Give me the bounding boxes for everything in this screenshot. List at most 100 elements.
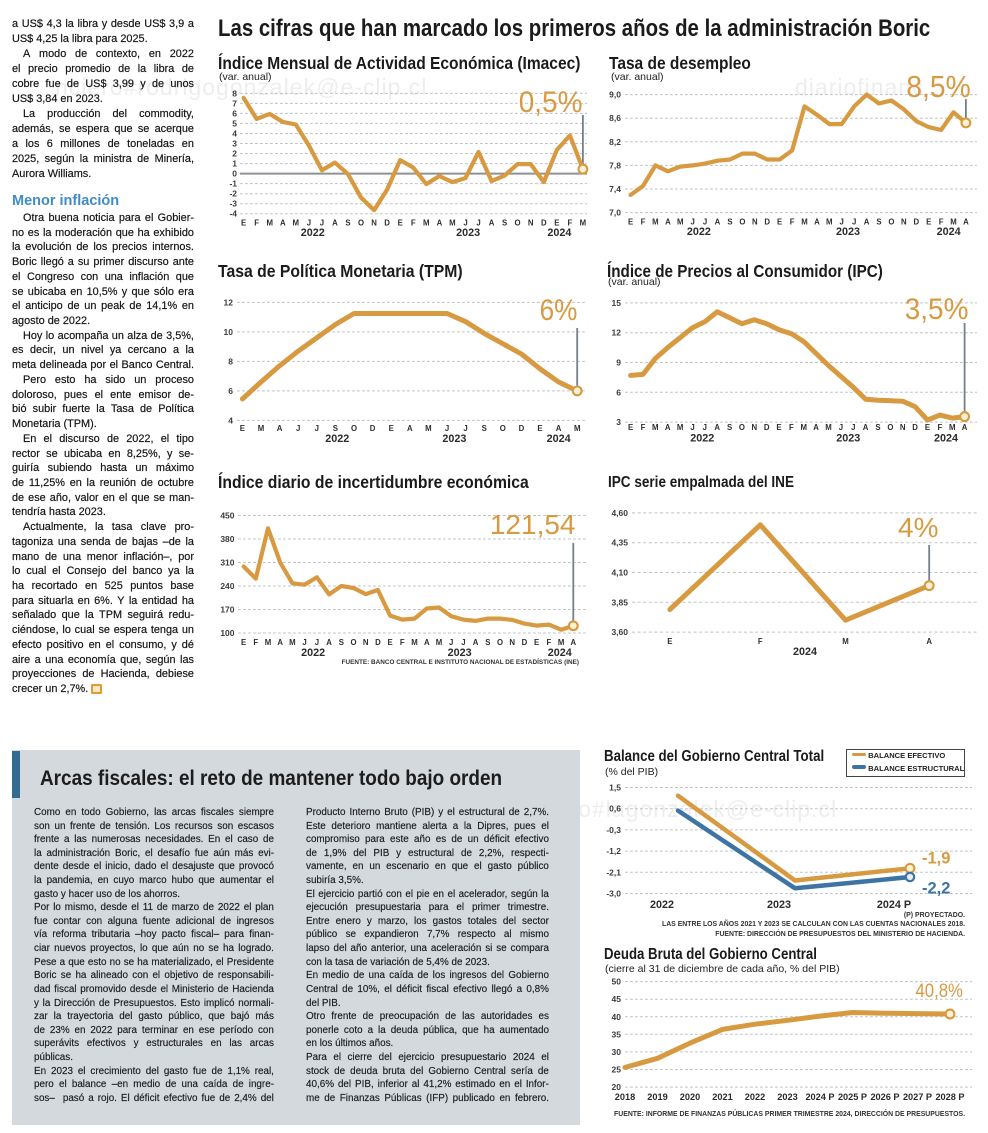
svg-text:J: J xyxy=(302,638,306,647)
svg-text:A: A xyxy=(665,218,671,227)
svg-text:E: E xyxy=(628,423,633,432)
svg-text:A: A xyxy=(407,424,413,433)
svg-text:J: J xyxy=(703,218,707,227)
svg-text:A: A xyxy=(570,638,576,647)
svg-text:A: A xyxy=(813,423,819,432)
svg-text:S: S xyxy=(876,218,881,227)
svg-text:A: A xyxy=(926,637,932,646)
svg-text:2024: 2024 xyxy=(793,646,817,658)
svg-text:7,4: 7,4 xyxy=(609,184,621,194)
svg-text:J: J xyxy=(839,423,843,432)
svg-text:2022: 2022 xyxy=(301,647,325,659)
svg-text:J: J xyxy=(690,423,694,432)
svg-text:3,85: 3,85 xyxy=(611,597,628,607)
svg-text:S: S xyxy=(875,423,880,432)
svg-text:J: J xyxy=(296,424,300,433)
svg-text:380: 380 xyxy=(220,534,234,544)
svg-text:A: A xyxy=(864,218,870,227)
svg-text:2024: 2024 xyxy=(548,647,572,659)
svg-text:A: A xyxy=(280,219,286,228)
svg-text:D: D xyxy=(384,219,390,228)
svg-text:4,60: 4,60 xyxy=(611,508,628,518)
svg-text:E: E xyxy=(777,218,782,227)
svg-text:E: E xyxy=(534,638,539,647)
svg-text:F: F xyxy=(547,638,552,647)
svg-text:50: 50 xyxy=(612,977,622,987)
svg-text:J: J xyxy=(315,638,319,647)
svg-text:2028 P: 2028 P xyxy=(935,1092,964,1102)
svg-text:S: S xyxy=(727,423,732,432)
svg-text:J: J xyxy=(463,424,467,433)
svg-text:N: N xyxy=(901,218,907,227)
svg-text:O: O xyxy=(739,423,745,432)
svg-text:F: F xyxy=(789,423,794,432)
svg-text:F: F xyxy=(758,637,763,646)
svg-text:D: D xyxy=(519,424,525,433)
svg-text:J: J xyxy=(463,219,467,228)
svg-text:2023: 2023 xyxy=(836,433,860,445)
svg-text:S: S xyxy=(727,218,732,227)
svg-text:4: 4 xyxy=(232,129,237,139)
svg-text:N: N xyxy=(751,423,757,432)
svg-text:-2,1: -2,1 xyxy=(606,867,621,877)
svg-text:J: J xyxy=(449,638,453,647)
svg-text:7,0: 7,0 xyxy=(609,208,621,218)
svg-text:2022: 2022 xyxy=(745,1092,765,1102)
svg-text:M: M xyxy=(652,218,659,227)
svg-text:N: N xyxy=(752,218,758,227)
svg-text:A: A xyxy=(424,638,430,647)
svg-text:25: 25 xyxy=(612,1065,622,1075)
svg-text:E: E xyxy=(925,423,930,432)
svg-text:45: 45 xyxy=(612,994,622,1004)
svg-text:J: J xyxy=(476,219,480,228)
svg-text:A: A xyxy=(277,638,283,647)
svg-text:M: M xyxy=(677,423,684,432)
svg-text:O: O xyxy=(515,219,521,228)
svg-text:D: D xyxy=(912,423,918,432)
svg-text:M: M xyxy=(265,638,272,647)
svg-text:M: M xyxy=(423,219,430,228)
svg-text:M: M xyxy=(558,638,565,647)
svg-text:2024: 2024 xyxy=(934,433,958,445)
svg-text:E: E xyxy=(776,423,781,432)
svg-text:2023: 2023 xyxy=(836,226,860,238)
svg-text:N: N xyxy=(528,219,534,228)
svg-text:F: F xyxy=(939,218,944,227)
svg-text:O: O xyxy=(358,219,364,228)
svg-text:J: J xyxy=(840,218,844,227)
svg-text:2022: 2022 xyxy=(690,433,714,445)
svg-text:6: 6 xyxy=(232,108,237,118)
svg-text:2024 P: 2024 P xyxy=(805,1092,834,1102)
svg-text:A: A xyxy=(473,638,479,647)
svg-text:5: 5 xyxy=(232,118,237,128)
svg-text:F: F xyxy=(568,219,573,228)
svg-text:2022: 2022 xyxy=(650,899,674,911)
svg-text:O: O xyxy=(500,424,506,433)
svg-text:9: 9 xyxy=(616,358,621,368)
svg-text:O: O xyxy=(350,638,356,647)
svg-text:J: J xyxy=(445,424,449,433)
svg-text:S: S xyxy=(485,638,490,647)
svg-text:2022: 2022 xyxy=(301,227,325,239)
svg-text:0,6: 0,6 xyxy=(609,804,621,814)
svg-text:3: 3 xyxy=(616,417,621,427)
svg-text:-1,9: -1,9 xyxy=(922,849,950,867)
svg-text:F: F xyxy=(938,423,943,432)
svg-text:E: E xyxy=(926,218,931,227)
svg-text:2022: 2022 xyxy=(687,226,711,238)
svg-text:J: J xyxy=(691,218,695,227)
svg-text:2023: 2023 xyxy=(442,433,466,445)
svg-text:A: A xyxy=(326,638,332,647)
svg-text:12: 12 xyxy=(612,328,622,338)
svg-text:30: 30 xyxy=(612,1047,622,1057)
svg-text:10: 10 xyxy=(224,327,234,337)
svg-text:M: M xyxy=(950,218,957,227)
svg-text:A: A xyxy=(332,219,338,228)
svg-text:J: J xyxy=(307,219,311,228)
svg-text:M: M xyxy=(436,638,443,647)
svg-text:2023: 2023 xyxy=(448,647,472,659)
svg-text:2019: 2019 xyxy=(647,1092,667,1102)
svg-text:40: 40 xyxy=(612,1012,622,1022)
svg-text:2: 2 xyxy=(232,149,237,159)
svg-text:O: O xyxy=(887,423,893,432)
